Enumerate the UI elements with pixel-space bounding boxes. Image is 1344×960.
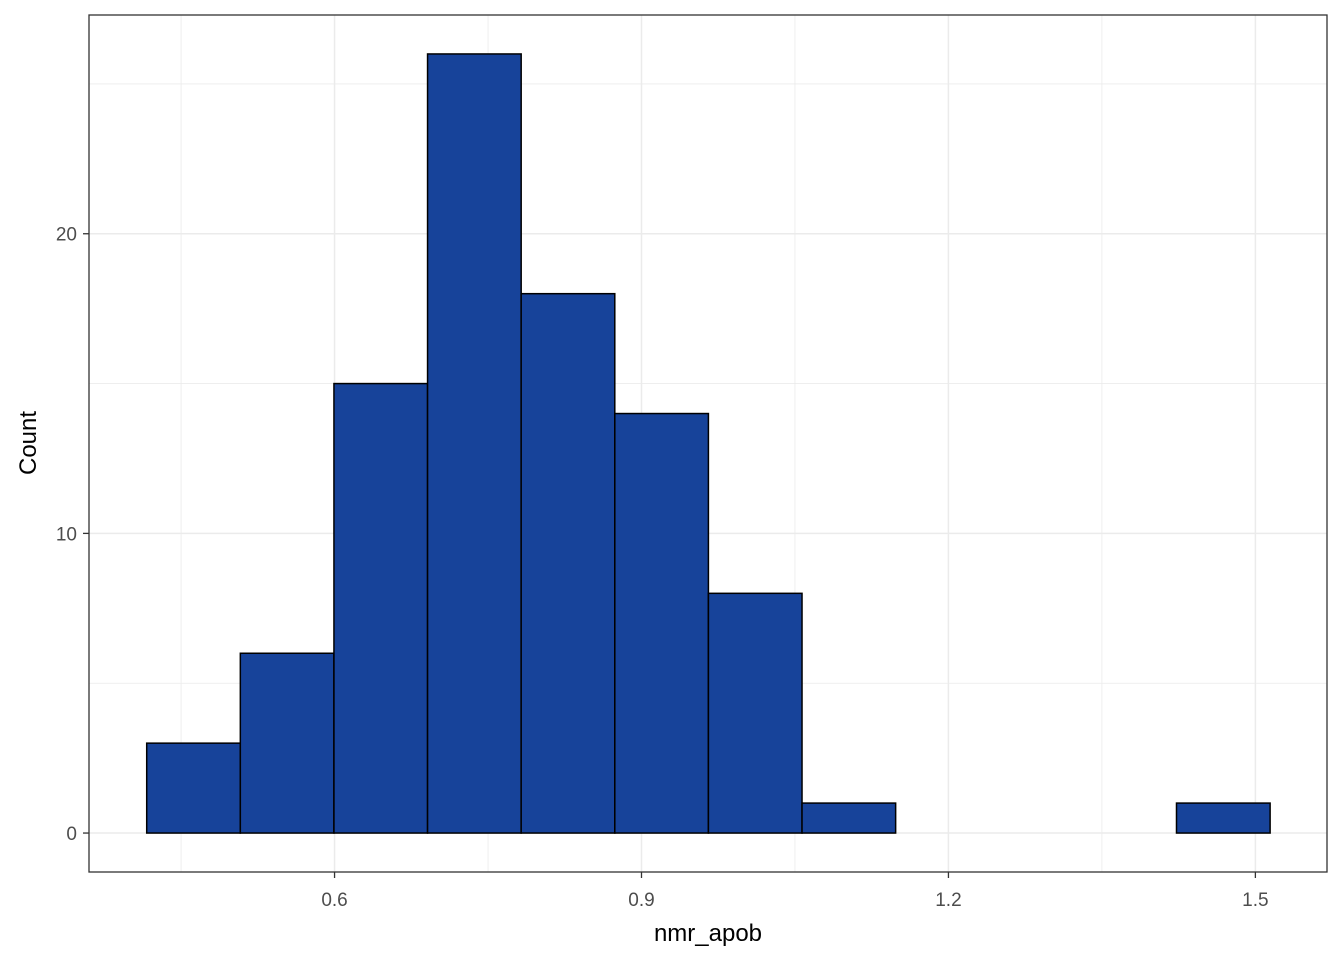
y-axis-title: Count	[15, 411, 42, 475]
histogram-bar	[426, 53, 522, 834]
x-tick-label: 1.5	[1242, 890, 1268, 911]
x-tick-label: 0.9	[628, 890, 654, 911]
y-tick-label: 10	[56, 524, 77, 545]
histogram-bar	[801, 802, 897, 834]
histogram-bar	[1175, 802, 1271, 834]
histogram-bars	[145, 53, 1271, 834]
major-gridlines	[89, 15, 1327, 872]
x-tick-label: 0.6	[321, 890, 347, 911]
x-axis-title: nmr_apob	[654, 920, 762, 947]
histogram-bar	[614, 412, 710, 834]
histogram-bar	[520, 292, 616, 834]
histogram-bar	[333, 382, 429, 834]
y-tick-label: 0	[66, 824, 77, 845]
y-tick-label: 20	[56, 225, 77, 246]
histogram-bar	[239, 652, 335, 834]
x-axis-ticks: 0.6 0.9 1.2 1.5	[321, 872, 1269, 911]
histogram-bar	[145, 742, 242, 834]
y-axis-ticks: 0 10 20	[56, 225, 89, 845]
plot-panel-border	[88, 14, 1328, 873]
x-tick-label: 1.2	[935, 890, 961, 911]
histogram-bar	[707, 592, 803, 834]
